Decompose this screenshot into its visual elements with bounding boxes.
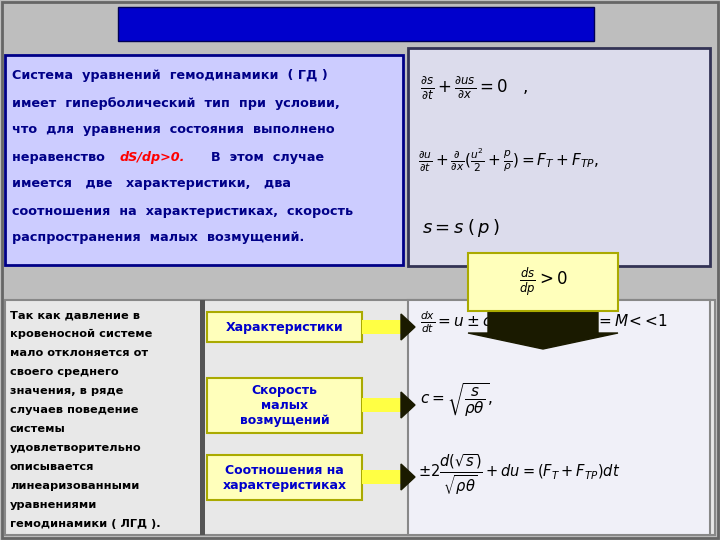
Text: гемодинамики ( ЛГД ).: гемодинамики ( ЛГД ). [10,519,161,529]
FancyBboxPatch shape [200,300,205,535]
FancyBboxPatch shape [362,470,401,484]
Text: случаев поведение: случаев поведение [10,405,138,415]
Text: системы: системы [10,424,66,434]
Polygon shape [468,311,618,349]
Text: значения, в ряде: значения, в ряде [10,386,123,396]
FancyBboxPatch shape [468,253,618,311]
Text: Так как давление в: Так как давление в [10,310,140,320]
Text: имеется   две   характеристики,   два: имеется две характеристики, два [12,178,291,191]
FancyBboxPatch shape [362,320,401,334]
Text: неравенство: неравенство [12,151,114,164]
Text: $c=\sqrt{\dfrac{s}{\rho\theta}},$: $c=\sqrt{\dfrac{s}{\rho\theta}},$ [420,381,492,419]
FancyBboxPatch shape [5,55,403,265]
Text: Система  уравнений  гемодинамики  ( ГД ): Система уравнений гемодинамики ( ГД ) [12,70,328,83]
Text: Соотношения на
характеристиках: Соотношения на характеристиках [222,463,346,491]
Text: Характеристики: Характеристики [225,321,343,334]
FancyBboxPatch shape [408,300,710,535]
FancyBboxPatch shape [362,398,401,412]
Text: мало отклоняется от: мало отклоняется от [10,348,148,358]
FancyBboxPatch shape [207,455,362,500]
Text: что  для  уравнения  состояния  выполнено: что для уравнения состояния выполнено [12,124,335,137]
Text: описывается: описывается [10,462,94,472]
FancyBboxPatch shape [5,300,715,535]
Text: удовлетворительно: удовлетворительно [10,443,142,453]
Text: Скорость
малых
возмущений: Скорость малых возмущений [240,384,329,427]
Text: dS/dp>0.: dS/dp>0. [120,151,186,164]
Text: линеаризованными: линеаризованными [10,481,140,491]
Text: $\frac{\partial s}{\partial t}+\frac{\partial us}{\partial x}=0$   ,: $\frac{\partial s}{\partial t}+\frac{\pa… [420,75,528,102]
FancyBboxPatch shape [408,48,710,266]
Text: имеет  гиперболический  тип  при  условии,: имеет гиперболический тип при условии, [12,97,340,110]
Text: соотношения  на  характеристиках,  скорость: соотношения на характеристиках, скорость [12,205,353,218]
Text: распространения  малых  возмущений.: распространения малых возмущений. [12,232,305,245]
Polygon shape [401,314,415,340]
Text: $\frac{dx}{dt}=u\pm c,$: $\frac{dx}{dt}=u\pm c,$ [420,309,496,335]
FancyBboxPatch shape [118,7,594,41]
Text: $\frac{|u|}{c}=M\!<\!<\!1$: $\frac{|u|}{c}=M\!<\!<\!1$ [580,307,668,333]
Text: Свойства уравнений гемодинамики ( ГД ): Свойства уравнений гемодинамики ( ГД ) [157,15,555,33]
FancyBboxPatch shape [207,378,362,433]
Polygon shape [401,464,415,490]
FancyBboxPatch shape [207,312,362,342]
Text: $\frac{ds}{dp}>0$: $\frac{ds}{dp}>0$ [518,266,567,298]
Text: кровеносной системе: кровеносной системе [10,329,153,339]
Text: $s = s\;(\,p\,)$: $s = s\;(\,p\,)$ [422,217,500,239]
Text: уравнениями: уравнениями [10,500,97,510]
Text: своего среднего: своего среднего [10,367,119,377]
Text: В  этом  случае: В этом случае [202,151,324,164]
Polygon shape [401,392,415,418]
Text: $\frac{\partial u}{\partial t}+\frac{\partial}{\partial x}(\frac{u^2}{2}+\frac{p: $\frac{\partial u}{\partial t}+\frac{\pa… [418,146,599,174]
Text: $\pm 2\dfrac{d(\sqrt{s})}{\sqrt{\rho\theta}}+du=(F_T+F_{TP})dt$: $\pm 2\dfrac{d(\sqrt{s})}{\sqrt{\rho\the… [418,453,621,497]
